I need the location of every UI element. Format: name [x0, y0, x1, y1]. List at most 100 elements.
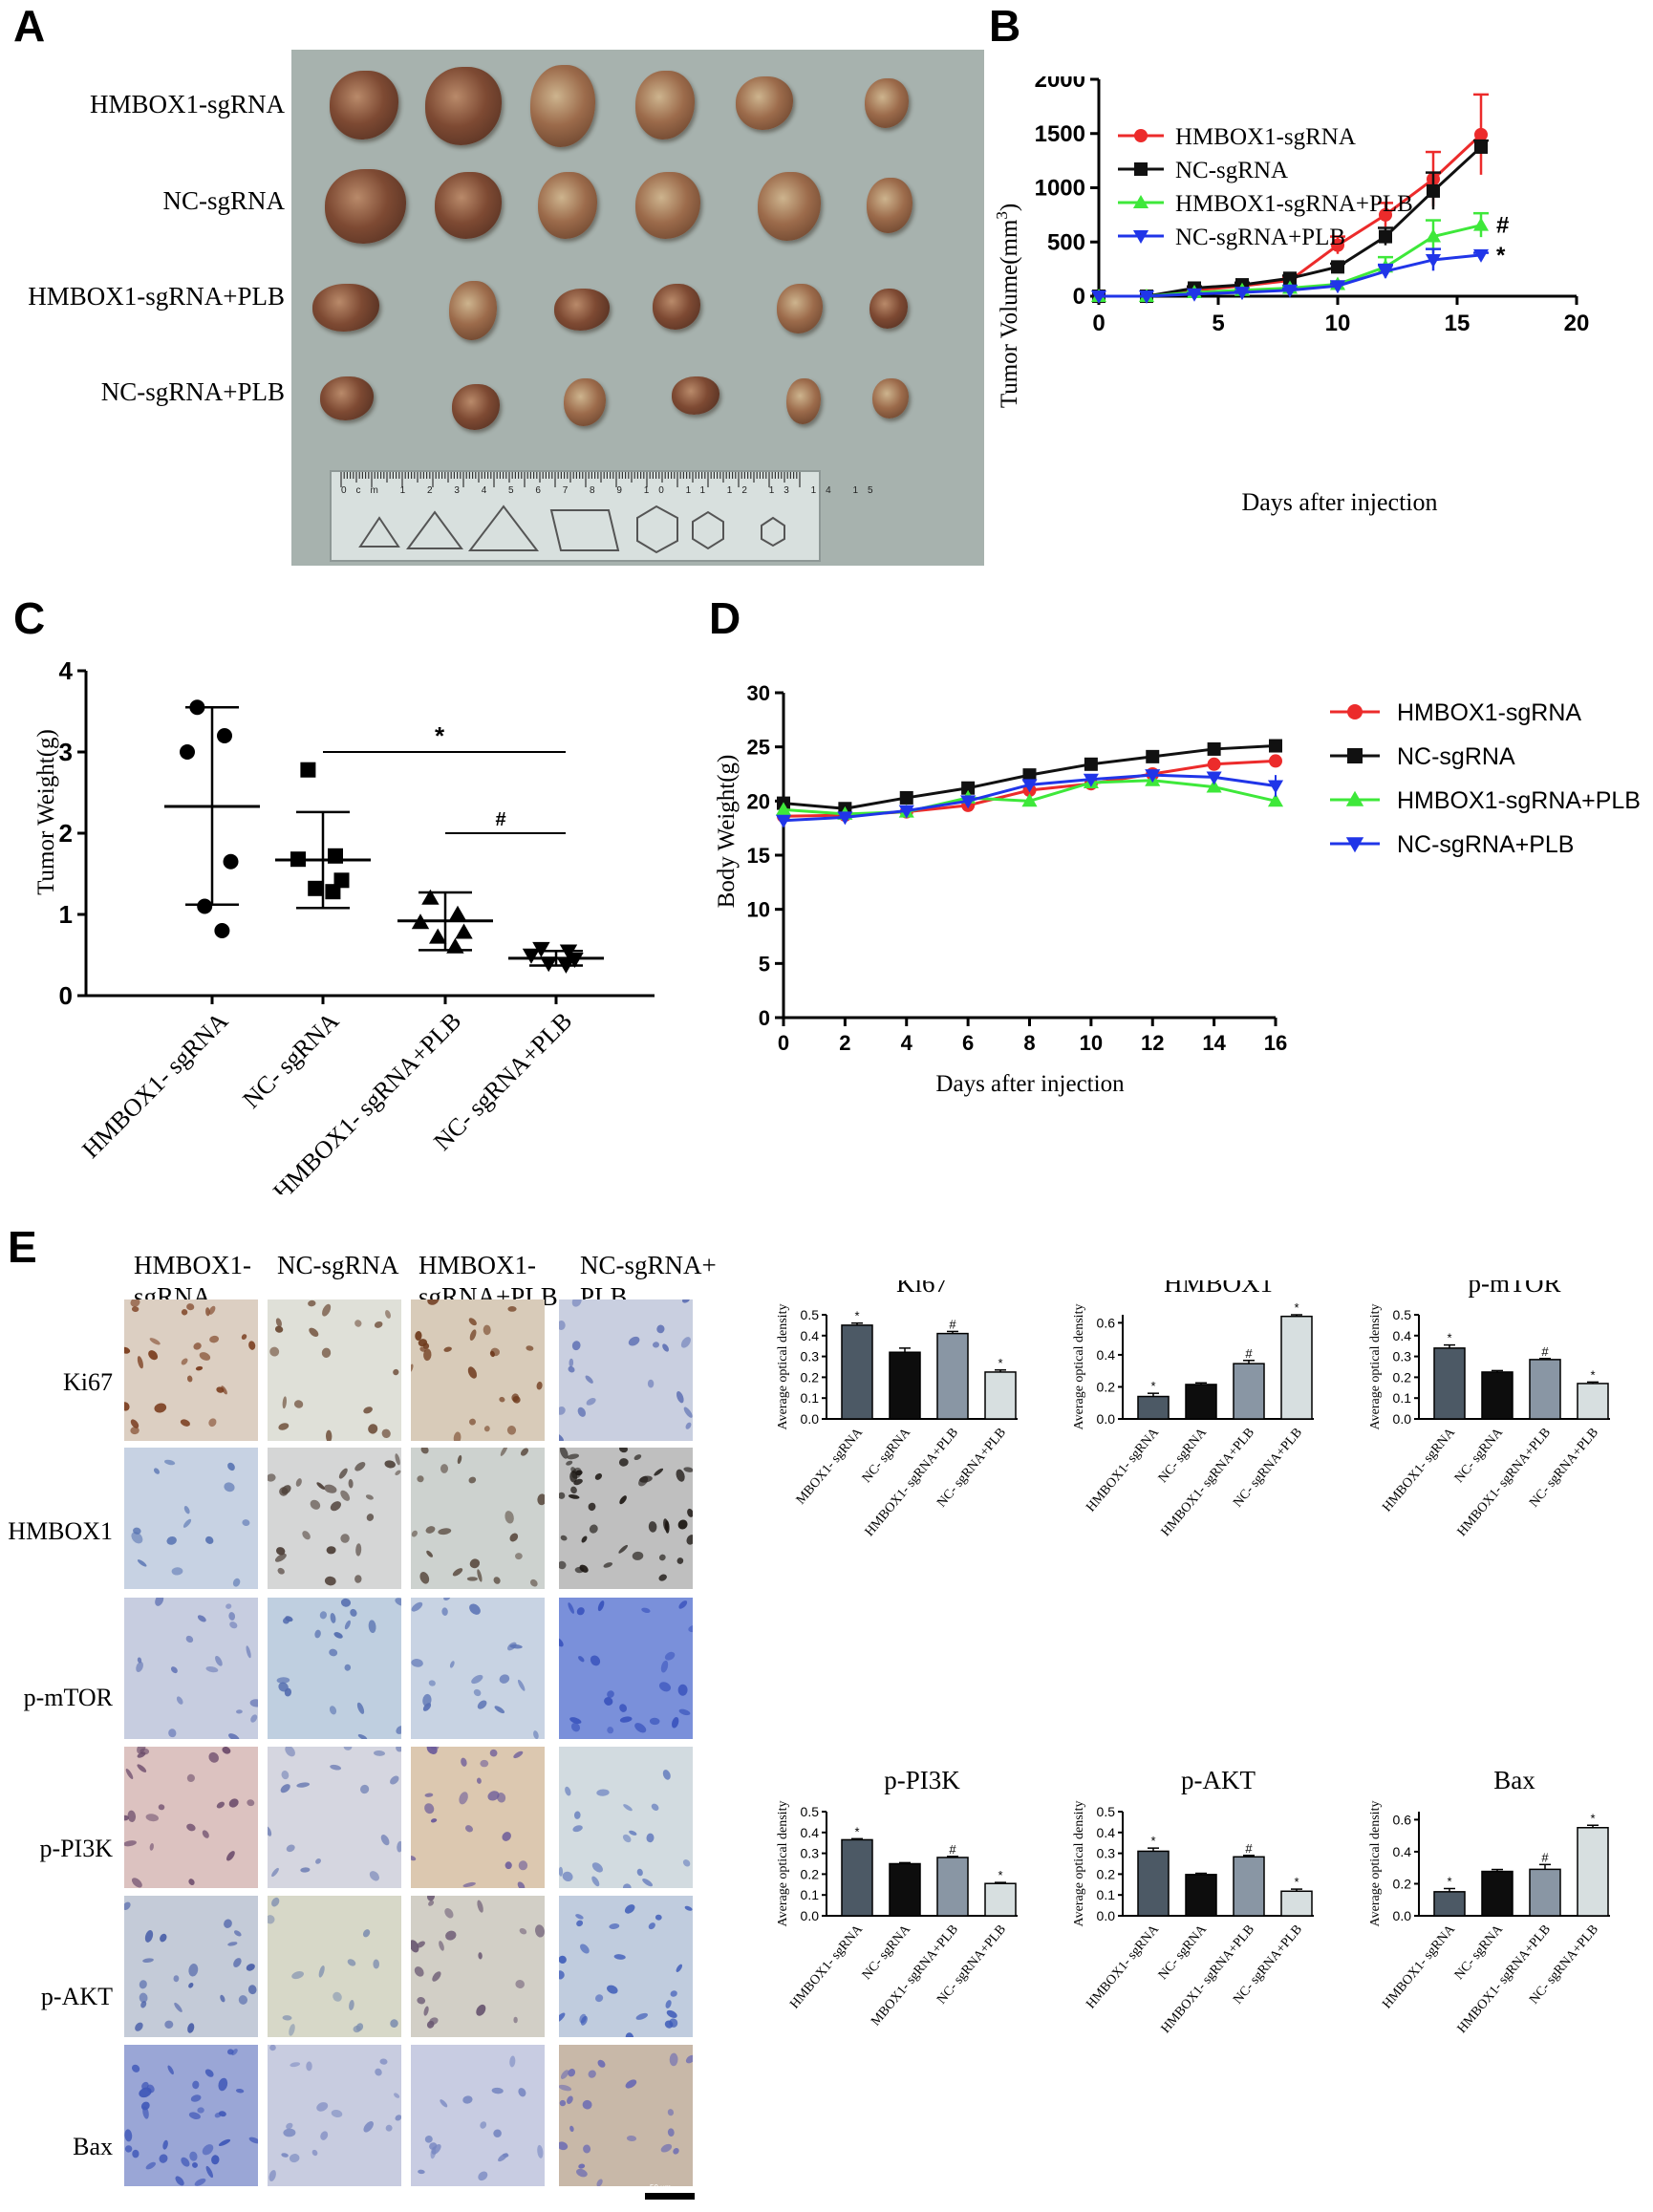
ihc-nucleus: [477, 1569, 483, 1582]
chart-d-point: [899, 790, 913, 805]
ihc-nucleus: [559, 1955, 567, 1965]
bar-significance-mark: *: [1294, 1300, 1299, 1315]
ihc-nucleus: [127, 1810, 137, 1822]
ihc-nucleus: [499, 1396, 505, 1403]
ihc-nucleus: [340, 1534, 350, 1543]
ihc-nucleus: [275, 1318, 282, 1327]
chart-d-xlabel: Days after injection: [935, 1071, 1125, 1097]
ihc-nucleus: [576, 1920, 584, 1927]
ihc-nucleus: [490, 1347, 501, 1357]
chart-d-legend-label: NC-sgRNA: [1397, 743, 1515, 770]
ihc-nucleus: [329, 1706, 337, 1715]
ihc-nucleus: [567, 1453, 580, 1460]
ihc-nucleus: [568, 1365, 575, 1373]
bar-chart-title: p-PI3K: [884, 1766, 960, 1794]
ihc-image: [268, 1448, 401, 1589]
ihc-image-texture: [124, 1299, 256, 1435]
ihc-nucleus: [148, 1350, 159, 1361]
bar-chart-y-tick-label: 0.0: [801, 1908, 820, 1923]
ihc-nucleus: [306, 2061, 312, 2072]
ihc-nucleus: [427, 1896, 435, 1901]
ihc-nucleus: [344, 1664, 352, 1671]
ihc-image: [268, 2045, 401, 2186]
tumor: [777, 284, 823, 333]
ihc-nucleus: [322, 1303, 332, 1317]
ihc-image-texture: [268, 2045, 401, 2181]
chart-b-point: [1331, 260, 1344, 274]
chart-b-point: [1281, 284, 1299, 298]
ihc-nucleus: [137, 1764, 147, 1772]
ihc-nucleus: [562, 1871, 573, 1882]
ihc-nucleus: [397, 1840, 401, 1853]
bar-significance-mark: *: [854, 1824, 859, 1838]
ihc-nucleus: [218, 2138, 231, 2146]
bar: [1529, 1359, 1561, 1420]
bar-chart-ki67: Ki67 0.0 0.1 0.2 0.3 0.4 0.5 Average optical de…: [776, 1280, 1018, 1539]
ihc-nucleus: [283, 2128, 296, 2137]
ihc-nucleus: [636, 1868, 643, 1877]
ihc-nucleus: [430, 1747, 440, 1750]
bar-chart-y-tick-label: 0.4: [1393, 1844, 1412, 1859]
ihc-nucleus: [175, 2176, 184, 2186]
ihc-image-texture: [269, 1299, 399, 1441]
chart-d-x-tick-label: 4: [901, 1031, 913, 1055]
ihc-nucleus: [682, 1859, 691, 1867]
ihc-nucleus: [467, 1366, 478, 1379]
ihc-nucleus: [622, 1883, 632, 1888]
chart-b-point: [1329, 280, 1346, 294]
ihc-nucleus: [572, 1825, 583, 1833]
ihc-nucleus: [160, 1933, 167, 1943]
ihc-nucleus: [476, 1777, 482, 1784]
bar-chart-ylabel: Average optical density: [776, 1801, 790, 1927]
ihc-nucleus: [653, 1342, 659, 1348]
ihc-nucleus: [229, 1621, 238, 1629]
ihc-nucleus: [597, 1600, 605, 1612]
ihc-nucleus: [648, 1922, 655, 1930]
ihc-nucleus: [373, 1959, 380, 1969]
ihc-nucleus: [321, 1347, 332, 1358]
ihc-nucleus: [278, 1682, 289, 1692]
tumor: [865, 78, 909, 128]
ihc-nucleus: [559, 1433, 564, 1441]
ihc-nucleus: [319, 1611, 328, 1620]
bar-significance-mark: #: [949, 1842, 956, 1857]
ihc-nucleus: [125, 1769, 134, 1779]
ihc-nucleus: [566, 1460, 573, 1466]
ihc-nucleus: [140, 2001, 147, 2008]
chart-c-x-tick-label: NC- sgRNA: [237, 1007, 344, 1114]
ihc-nucleus: [579, 2013, 587, 2024]
ihc-nucleus: [419, 1572, 430, 1584]
ihc-bar-charts: Ki67 0.0 0.1 0.2 0.3 0.4 0.5 Average optical de…: [776, 1280, 1610, 2036]
ihc-nucleus: [124, 1402, 130, 1411]
ihc-nucleus: [506, 1426, 517, 1435]
chart-d-point: [1269, 754, 1282, 768]
chart-c-point: [180, 744, 195, 760]
bar-chart-y-tick-label: 0.3: [1097, 1846, 1116, 1861]
ihc-nucleus: [504, 1511, 514, 1524]
ihc-nucleus: [228, 1733, 240, 1739]
ihc-nucleus: [209, 1335, 220, 1343]
chart-d-y-tick-label: 10: [747, 898, 770, 922]
ihc-nucleus: [149, 1338, 161, 1345]
bar-chart-y-tick-label: 0.3: [801, 1349, 820, 1364]
ihc-nucleus: [629, 1830, 637, 1836]
ihc-nucleus: [186, 1823, 196, 1832]
ihc-nucleus: [424, 1803, 435, 1815]
ihc-nucleus: [507, 1642, 517, 1651]
ihc-nucleus: [162, 2139, 168, 2150]
ihc-nucleus: [642, 1878, 654, 1887]
chart-b-point: [1090, 290, 1107, 305]
ihc-nucleus: [673, 2147, 679, 2155]
chart-d-point: [1206, 779, 1222, 793]
ihc-nucleus: [374, 1750, 385, 1756]
ihc-nucleus: [269, 1346, 280, 1357]
bar-significance-mark: #: [1541, 1850, 1549, 1864]
chart-b-legend-marker: [1132, 230, 1149, 245]
chart-c-point: [223, 853, 239, 870]
ihc-nucleus: [665, 2000, 672, 2008]
bar-chart-x-tick-label: HMBOX1- sgRNA: [1084, 1922, 1162, 2011]
ihc-nucleus: [268, 1826, 272, 1836]
bar-chart-y-tick-label: 0.4: [1097, 1825, 1116, 1840]
chart-c-point: [290, 851, 306, 868]
chart-c-y-tick-label: 0: [59, 981, 73, 1010]
